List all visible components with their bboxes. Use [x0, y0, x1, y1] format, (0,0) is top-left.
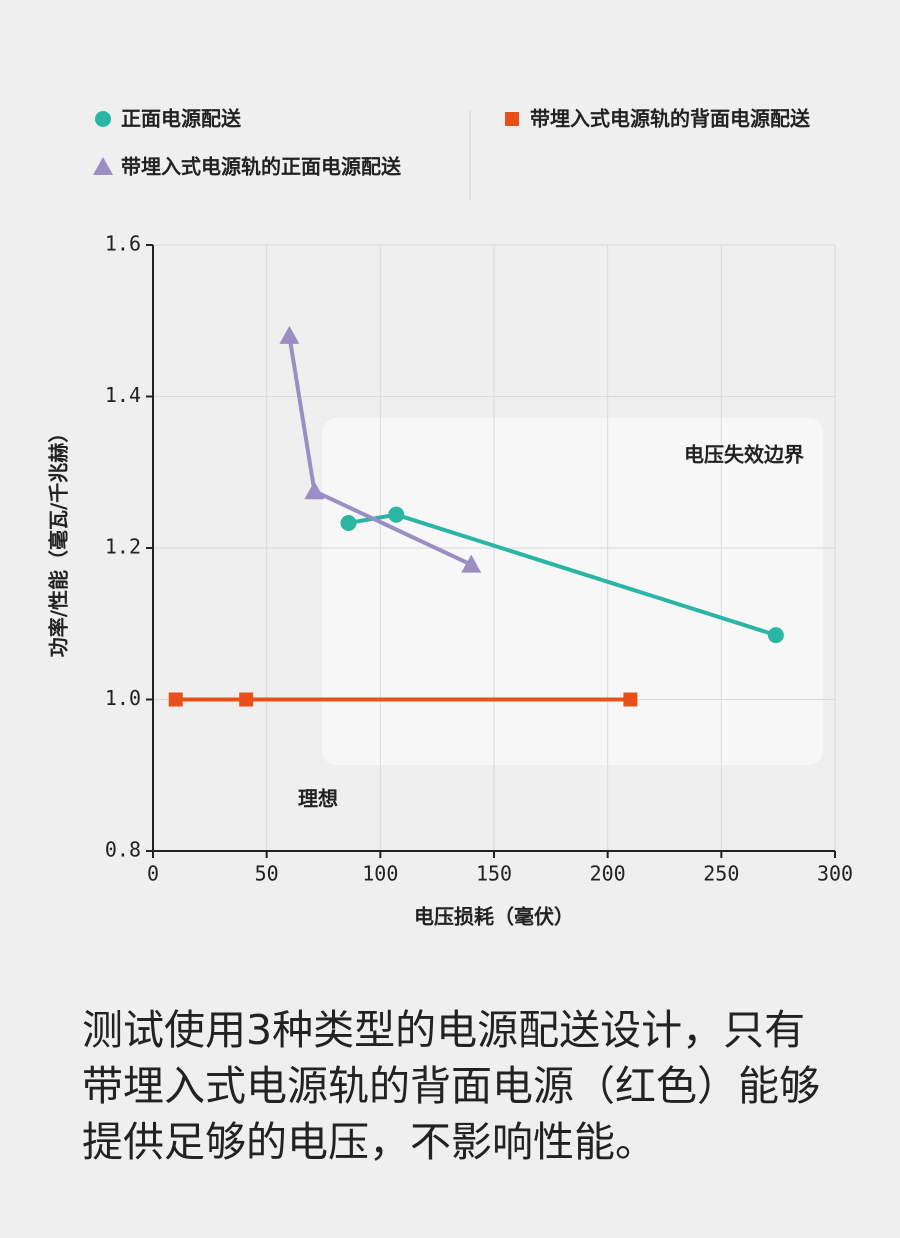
chart: 电压失效边界 理想 电压损耗（毫伏） 功率/性能（毫瓦/千兆赫） 0 50 100 1…	[47, 107, 854, 929]
point	[340, 515, 357, 532]
x-tick-label: 300	[817, 862, 853, 886]
x-tick-label: 200	[590, 862, 626, 886]
x-tick-label: 0	[147, 862, 159, 886]
point	[239, 692, 254, 707]
x-axis-label: 电压损耗（毫伏）	[414, 905, 574, 929]
point	[767, 627, 784, 644]
legend-label: 带埋入式电源轨的背面电源配送	[530, 107, 811, 131]
legend-marker	[95, 111, 111, 127]
x-tick-label: 50	[255, 862, 279, 886]
legend-label: 正面电源配送	[121, 107, 242, 131]
y-tick-label: 0.8	[105, 838, 141, 862]
point	[623, 692, 638, 707]
y-tick-label: 1.6	[105, 232, 141, 256]
legend-marker	[505, 112, 519, 126]
point	[304, 481, 325, 500]
x-tick-label: 100	[362, 862, 398, 886]
legend-marker	[93, 157, 113, 175]
annotation: 理想	[298, 787, 338, 811]
point	[461, 554, 482, 573]
y-tick-label: 1.0	[105, 686, 141, 710]
x-tick-label: 150	[476, 862, 512, 886]
annotation: 电压失效边界	[684, 443, 804, 467]
x-tick-label: 250	[703, 862, 739, 886]
y-axis-label: 功率/性能（毫瓦/千兆赫）	[47, 423, 71, 658]
legend-label: 带埋入式电源轨的正面电源配送	[121, 155, 402, 179]
caption: 测试使用3种类型的电源配送设计，只有带埋入式电源轨的背面电源（红色）能够提供足够…	[82, 1006, 820, 1166]
failure-region	[322, 418, 823, 765]
point	[388, 506, 405, 523]
point	[279, 325, 300, 344]
point	[168, 692, 183, 707]
y-tick-label: 1.4	[105, 383, 141, 407]
y-tick-label: 1.2	[105, 535, 141, 559]
